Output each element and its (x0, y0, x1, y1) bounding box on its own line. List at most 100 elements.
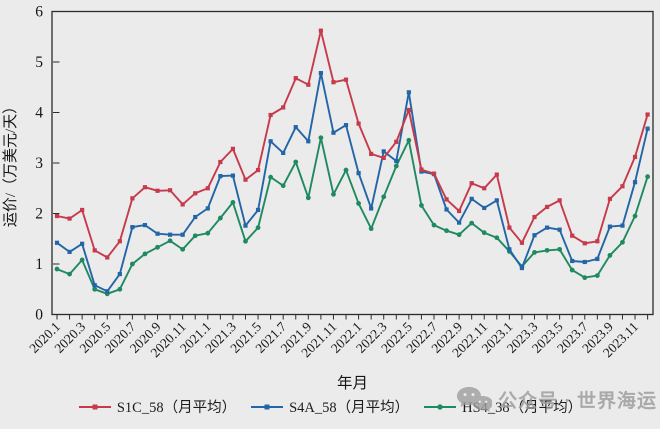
data-point (394, 139, 399, 144)
data-point (129, 261, 135, 267)
data-point (431, 222, 437, 228)
data-point (393, 163, 399, 169)
data-point (180, 232, 185, 237)
data-point (632, 154, 638, 160)
data-point (67, 216, 72, 221)
data-point (343, 167, 349, 173)
data-point (632, 180, 638, 185)
data-point (595, 256, 600, 262)
x-axis-title: 年月 (337, 374, 368, 392)
data-point (582, 241, 587, 246)
chart-legend: S1C_58（月平均） S4A_58（月平均） HS4_38（月平均） (0, 396, 660, 417)
data-point (494, 198, 499, 203)
y-tick-label: 6 (35, 4, 43, 21)
legend-label: HS4_38（月平均） (462, 400, 583, 416)
data-point (457, 208, 462, 214)
data-point (645, 112, 650, 117)
data-point (594, 273, 600, 279)
data-point (557, 198, 562, 203)
data-point (293, 159, 299, 165)
data-point (381, 194, 387, 200)
data-point (381, 149, 386, 154)
data-point (331, 191, 336, 197)
data-point (544, 204, 550, 210)
data-point (494, 235, 500, 241)
data-point (180, 246, 186, 252)
data-point (331, 80, 336, 85)
data-point (130, 196, 135, 201)
data-point (607, 253, 613, 258)
data-point (205, 186, 210, 191)
data-point (293, 76, 298, 81)
data-point (268, 174, 274, 180)
data-point (494, 172, 499, 177)
data-point (406, 137, 412, 143)
data-point (481, 230, 487, 236)
legend-line-marker-icon (424, 403, 457, 410)
data-point (607, 196, 613, 201)
data-point (255, 225, 261, 231)
data-point (318, 28, 323, 33)
data-point (419, 203, 424, 208)
data-point (595, 239, 600, 244)
data-point (457, 220, 462, 225)
data-point (54, 213, 60, 219)
data-point (268, 139, 273, 144)
data-point (419, 167, 424, 172)
data-point (281, 105, 286, 110)
data-point (130, 225, 135, 230)
data-point (80, 207, 85, 213)
data-point (356, 201, 361, 206)
data-point (632, 213, 638, 219)
data-point (192, 233, 198, 239)
data-point (92, 283, 97, 288)
data-point (544, 225, 550, 230)
series-line-HS4_38（月平均） (56, 136, 649, 295)
data-point (544, 247, 550, 253)
data-point (406, 107, 411, 113)
data-point (645, 174, 651, 180)
data-point (343, 77, 349, 82)
data-point (482, 205, 487, 211)
data-point (54, 266, 60, 272)
data-point (507, 247, 512, 252)
data-point (193, 191, 198, 196)
data-point (205, 230, 211, 236)
data-point (217, 215, 223, 221)
series-line-S4A_58（月平均） (56, 72, 649, 293)
data-point (444, 207, 449, 212)
data-point (369, 151, 374, 157)
data-point (243, 238, 248, 244)
data-point (368, 226, 374, 232)
data-point (569, 267, 575, 273)
data-point (444, 228, 449, 234)
legend-label: S1C_58（月平均） (116, 400, 237, 416)
y-tick-label: 5 (35, 54, 43, 71)
data-point (570, 258, 575, 264)
plot-border (51, 10, 654, 316)
data-point (469, 220, 475, 226)
data-point (180, 202, 185, 207)
data-point (80, 241, 85, 246)
data-point (67, 271, 72, 277)
legend-item-hs4-38: HS4_38（月平均） (423, 396, 582, 417)
data-point (343, 123, 349, 128)
series-line-S1C_58（月平均） (56, 29, 649, 259)
data-point (142, 223, 148, 228)
data-point (381, 155, 386, 161)
data-point (444, 197, 449, 202)
data-point (356, 121, 361, 126)
data-point (318, 71, 323, 76)
data-point (205, 206, 210, 211)
legend-label: S4A_58（月平均） (289, 400, 410, 416)
data-point (167, 238, 173, 244)
data-point (54, 240, 60, 245)
legend-item-s4a-58: S4A_58（月平均） (250, 396, 409, 417)
data-point (142, 251, 148, 257)
data-point (142, 185, 148, 190)
data-point (532, 214, 537, 220)
legend-line-marker-icon (251, 404, 284, 409)
data-point (218, 159, 223, 165)
